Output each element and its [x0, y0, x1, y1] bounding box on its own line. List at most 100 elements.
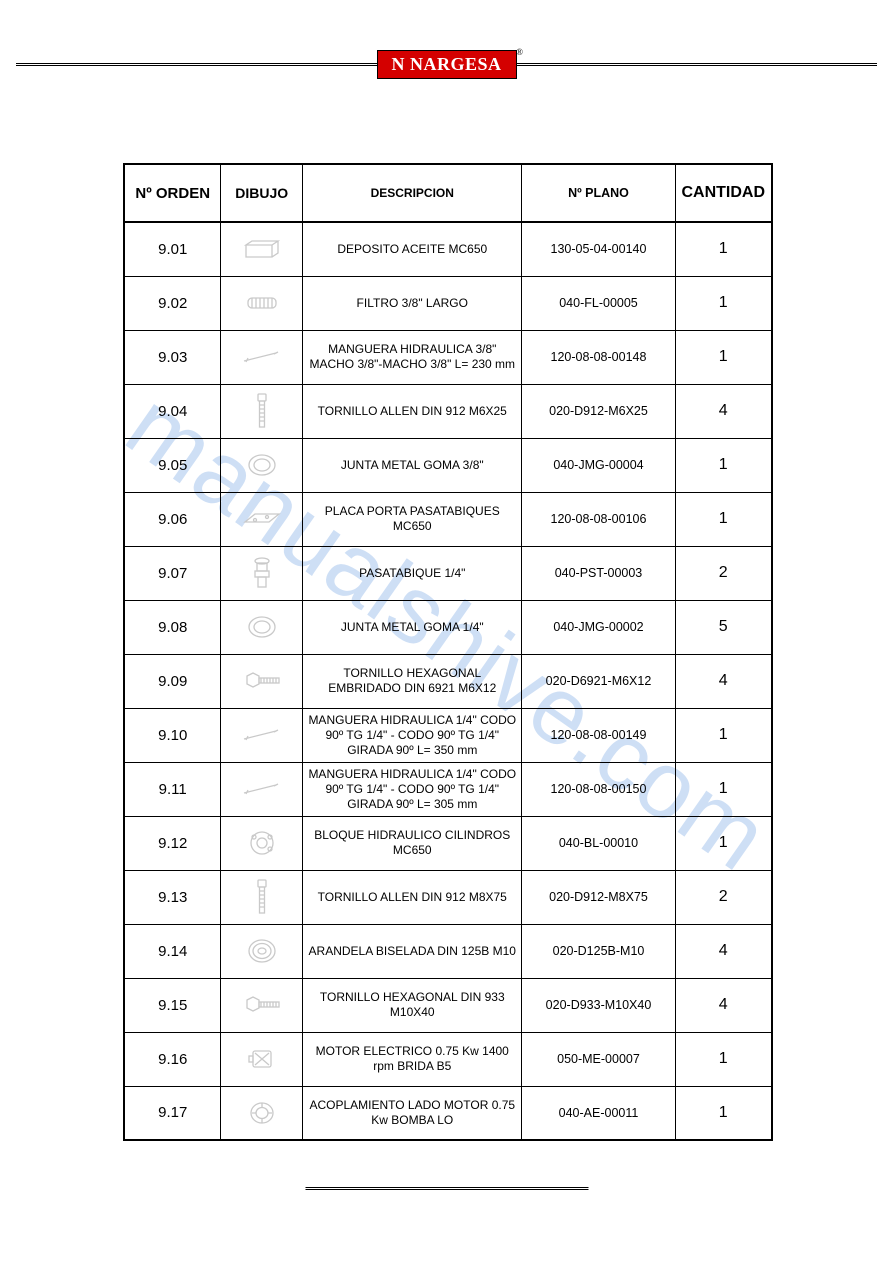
cell-descripcion: TORNILLO ALLEN DIN 912 M8X75: [303, 870, 522, 924]
col-header-orden: Nº ORDEN: [124, 164, 221, 222]
cell-dibujo: [221, 438, 303, 492]
cell-cantidad: 4: [675, 384, 772, 438]
cell-orden: 9.16: [124, 1032, 221, 1086]
cell-orden: 9.17: [124, 1086, 221, 1140]
cell-orden: 9.03: [124, 330, 221, 384]
filter-icon: [225, 291, 298, 315]
washer-icon: [225, 935, 298, 967]
cell-dibujo: [221, 924, 303, 978]
table-row: 9.13 TORNILLO ALLEN DIN 912 M8X75020-D912…: [124, 870, 772, 924]
table-row: 9.15 TORNILLO HEXAGONAL DIN 933 M10X40020…: [124, 978, 772, 1032]
header-rule: N NARGESA ®: [16, 50, 877, 79]
cell-descripcion: TORNILLO HEXAGONAL EMBRIDADO DIN 6921 M6…: [303, 654, 522, 708]
cell-cantidad: 5: [675, 600, 772, 654]
cell-orden: 9.01: [124, 222, 221, 276]
hose-icon: [225, 725, 298, 745]
cell-plano: 120-08-08-00148: [522, 330, 675, 384]
cell-cantidad: 1: [675, 330, 772, 384]
cell-cantidad: 4: [675, 654, 772, 708]
bulkhead-icon: [225, 555, 298, 591]
block-icon: [225, 827, 298, 859]
cell-descripcion: PLACA PORTA PASATABIQUES MC650: [303, 492, 522, 546]
cell-plano: 020-D6921-M6X12: [522, 654, 675, 708]
cell-cantidad: 1: [675, 816, 772, 870]
table-row: 9.12BLOQUE HIDRAULICO CILINDROS MC650040…: [124, 816, 772, 870]
cell-plano: 120-08-08-00150: [522, 762, 675, 816]
table-row: 9.03 MANGUERA HIDRAULICA 3/8" MACHO 3/8"-…: [124, 330, 772, 384]
cell-descripcion: JUNTA METAL GOMA 1/4": [303, 600, 522, 654]
cell-dibujo: [221, 816, 303, 870]
table-header-row: Nº ORDEN DIBUJO DESCRIPCION Nº PLANO CAN…: [124, 164, 772, 222]
cell-plano: 120-08-08-00149: [522, 708, 675, 762]
cell-descripcion: MANGUERA HIDRAULICA 1/4" CODO 90º TG 1/4…: [303, 762, 522, 816]
col-header-cantidad: CANTIDAD: [675, 164, 772, 222]
cell-dibujo: [221, 870, 303, 924]
allen-icon: [225, 391, 298, 431]
logo-text: N NARGESA: [392, 54, 502, 74]
cell-cantidad: 1: [675, 492, 772, 546]
cell-descripcion: TORNILLO ALLEN DIN 912 M6X25: [303, 384, 522, 438]
cell-descripcion: JUNTA METAL GOMA 3/8": [303, 438, 522, 492]
cell-descripcion: FILTRO 3/8" LARGO: [303, 276, 522, 330]
table-row: 9.08JUNTA METAL GOMA 1/4"040-JMG-000025: [124, 600, 772, 654]
parts-table-wrap: Nº ORDEN DIBUJO DESCRIPCION Nº PLANO CAN…: [123, 163, 773, 1141]
cell-cantidad: 2: [675, 546, 772, 600]
cell-plano: 020-D912-M6X25: [522, 384, 675, 438]
cell-dibujo: [221, 762, 303, 816]
cell-plano: 040-JMG-00002: [522, 600, 675, 654]
logo-reg: ®: [516, 47, 523, 57]
cell-cantidad: 4: [675, 924, 772, 978]
cell-dibujo: [221, 708, 303, 762]
header-rule-left: [16, 63, 377, 66]
table-row: 9.11MANGUERA HIDRAULICA 1/4" CODO 90º TG…: [124, 762, 772, 816]
cell-cantidad: 1: [675, 1086, 772, 1140]
plate-icon: [225, 506, 298, 532]
cell-dibujo: [221, 276, 303, 330]
cell-dibujo: [221, 600, 303, 654]
allen-icon: [225, 877, 298, 917]
cell-descripcion: MOTOR ELECTRICO 0.75 Kw 1400 rpm BRIDA B…: [303, 1032, 522, 1086]
cell-orden: 9.05: [124, 438, 221, 492]
cell-cantidad: 4: [675, 978, 772, 1032]
cell-plano: 020-D912-M8X75: [522, 870, 675, 924]
cell-descripcion: ACOPLAMIENTO LADO MOTOR 0.75 Kw BOMBA LO: [303, 1086, 522, 1140]
cell-orden: 9.07: [124, 546, 221, 600]
cell-dibujo: [221, 978, 303, 1032]
cell-plano: 130-05-04-00140: [522, 222, 675, 276]
table-row: 9.14ARANDELA BISELADA DIN 125B M10020-D1…: [124, 924, 772, 978]
cell-dibujo: [221, 492, 303, 546]
cell-dibujo: [221, 330, 303, 384]
cell-dibujo: [221, 546, 303, 600]
cell-cantidad: 1: [675, 438, 772, 492]
table-row: 9.17 ACOPLAMIENTO LADO MOTOR 0.75 Kw BOMB…: [124, 1086, 772, 1140]
cell-descripcion: MANGUERA HIDRAULICA 3/8" MACHO 3/8"-MACH…: [303, 330, 522, 384]
cell-orden: 9.04: [124, 384, 221, 438]
cell-plano: 040-AE-00011: [522, 1086, 675, 1140]
cell-cantidad: 1: [675, 1032, 772, 1086]
cell-descripcion: TORNILLO HEXAGONAL DIN 933 M10X40: [303, 978, 522, 1032]
cell-orden: 9.15: [124, 978, 221, 1032]
cell-plano: 020-D933-M10X40: [522, 978, 675, 1032]
cell-orden: 9.13: [124, 870, 221, 924]
cell-dibujo: [221, 1086, 303, 1140]
header-rule-right: [517, 63, 878, 66]
hose-icon: [225, 347, 298, 367]
cell-dibujo: [221, 1032, 303, 1086]
cell-plano: 120-08-08-00106: [522, 492, 675, 546]
cell-descripcion: DEPOSITO ACEITE MC650: [303, 222, 522, 276]
table-row: 9.02FILTRO 3/8" LARGO040-FL-000051: [124, 276, 772, 330]
cell-orden: 9.12: [124, 816, 221, 870]
table-row: 9.10MANGUERA HIDRAULICA 1/4" CODO 90º TG…: [124, 708, 772, 762]
hexbolt-icon: [225, 992, 298, 1018]
logo: N NARGESA ®: [377, 50, 517, 79]
col-header-desc: DESCRIPCION: [303, 164, 522, 222]
cell-orden: 9.02: [124, 276, 221, 330]
hose-icon: [225, 779, 298, 799]
parts-table: Nº ORDEN DIBUJO DESCRIPCION Nº PLANO CAN…: [123, 163, 773, 1141]
ring-icon: [225, 612, 298, 642]
footer-rule: [305, 1187, 588, 1190]
cell-descripcion: MANGUERA HIDRAULICA 1/4" CODO 90º TG 1/4…: [303, 708, 522, 762]
table-row: 9.16 MOTOR ELECTRICO 0.75 Kw 1400 rpm BRI…: [124, 1032, 772, 1086]
cell-dibujo: [221, 384, 303, 438]
cell-descripcion: ARANDELA BISELADA DIN 125B M10: [303, 924, 522, 978]
